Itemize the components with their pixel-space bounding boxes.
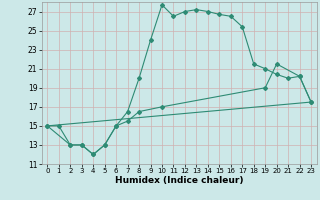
X-axis label: Humidex (Indice chaleur): Humidex (Indice chaleur) xyxy=(115,176,244,185)
